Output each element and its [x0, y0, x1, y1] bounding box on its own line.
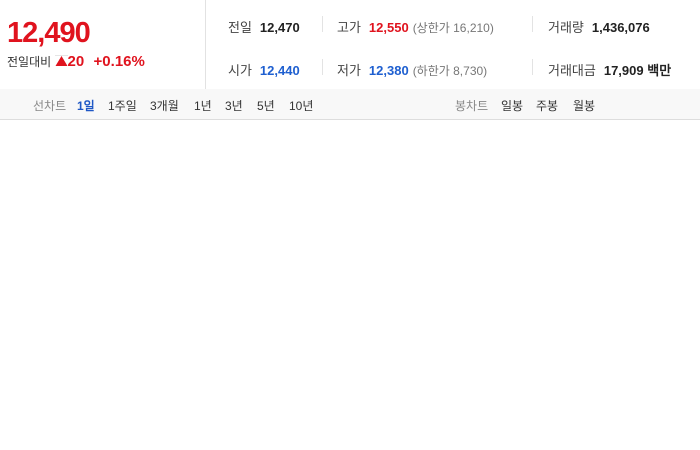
stat-label: 저가 [337, 63, 361, 78]
tab[interactable]: 1년 [194, 99, 212, 113]
stat-value: 17,909 [603, 63, 644, 78]
price: 12,490 [7, 17, 91, 49]
stat-label: 거래량 [548, 20, 584, 35]
change-label: 전일대비 [7, 55, 52, 69]
tab[interactable]: 3개월 [150, 99, 179, 113]
quote-header: 12,490 전일대비 12,67712,59512,51412,43212,3… [0, 0, 700, 363]
stat-unit: 백만 [647, 63, 672, 78]
stat-value: 12,470 [259, 20, 300, 35]
divider [322, 16, 323, 32]
change-value: 20 [67, 53, 85, 70]
divider [322, 59, 323, 75]
stat-note: (하한가 8,730) [412, 64, 488, 78]
quote-box: 12,490 전일대비 12,67712,59512,51412,43212,3… [0, 0, 700, 363]
change: 전일대비 12,67712,59512,51412,43212,350거래량01… [7, 53, 700, 363]
change-rate: +0.16% [93, 53, 145, 70]
tab[interactable]: 1주일 [108, 99, 137, 113]
stat: 고가 12,550 (상한가 16,210) [337, 17, 494, 36]
tab[interactable]: 일봉 [501, 99, 524, 113]
stat-value: 1,436,076 [591, 20, 650, 35]
divider [532, 16, 533, 32]
stat-label: 고가 [337, 20, 361, 35]
stat-label: 전일 [228, 20, 252, 35]
stat-label: 시가 [228, 63, 252, 78]
tab[interactable]: 주봉 [536, 99, 559, 113]
stat: 거래량 1,436,076 [548, 17, 650, 36]
divider [532, 59, 533, 75]
stat-note: (상한가 16,210) [412, 21, 494, 35]
stat: 거래대금 17,909 백만 [548, 60, 671, 79]
stat-value: 12,440 [259, 63, 300, 78]
tab: 선차트 [33, 99, 67, 113]
chart [0, 119, 700, 450]
tab: 봉차트 [455, 99, 489, 113]
stat: 시가 12,440 [228, 60, 300, 79]
up-icon: 12,67712,59512,51412,43212,350거래량01/0401… [52, 55, 700, 363]
tab[interactable]: 5년 [257, 99, 275, 113]
tab[interactable]: 10년 [289, 99, 314, 113]
stat: 전일 12,470 [228, 17, 300, 36]
tab[interactable]: 월봉 [573, 99, 596, 113]
stat-value: 12,550 [368, 20, 409, 35]
tab-bar: 선차트 1일 1주일 3개월 1년 3년 5년 10년 봉차트 일봉 주봉 월봉 [0, 89, 700, 120]
stat: 저가 12,380 (하한가 8,730) [337, 60, 487, 79]
stat-value: 12,380 [368, 63, 409, 78]
tab[interactable]: 1일 [77, 99, 95, 113]
tab[interactable]: 3년 [225, 99, 243, 113]
stat-label: 거래대금 [548, 63, 596, 78]
